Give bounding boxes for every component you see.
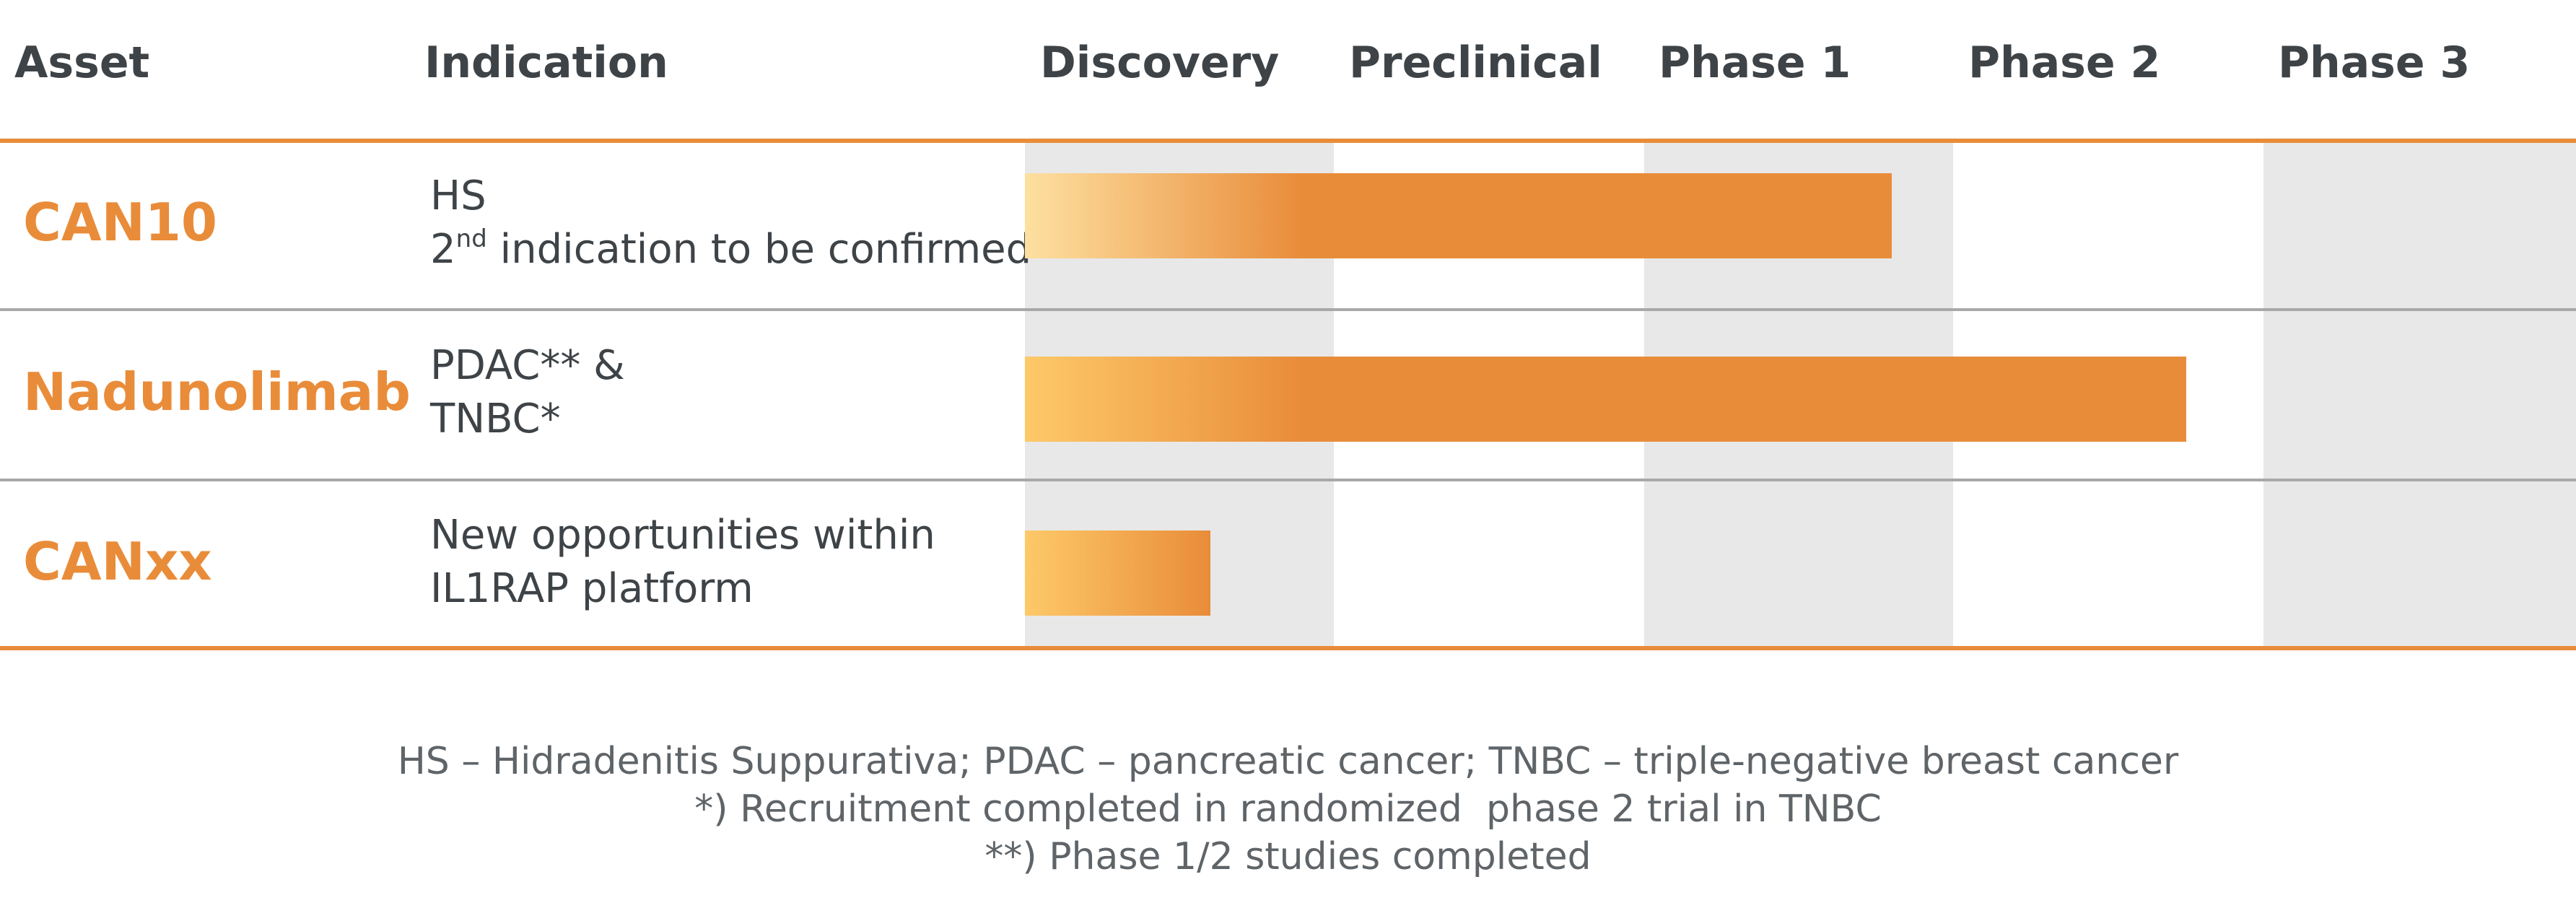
indication-text: HS 2nd indication to be confirmed [430, 170, 1031, 276]
table-bottom-divider [0, 646, 2576, 650]
row-divider [0, 308, 2576, 311]
indication-ordinal-suffix: nd [455, 224, 487, 253]
indication-text: PDAC** & TNBC* [430, 339, 625, 446]
footnotes: HS – Hidradenitis Suppurativa; PDAC – pa… [0, 738, 2576, 881]
header-phase1: Phase 1 [1659, 38, 1851, 88]
indication-line: IL1RAP platform [430, 565, 754, 612]
progress-bar-nadunolimab [1025, 357, 2186, 442]
header-divider [0, 139, 2576, 143]
indication-line: TNBC* [430, 396, 561, 442]
header-phase3: Phase 3 [2278, 38, 2471, 88]
indication-line: PDAC** & [430, 342, 625, 389]
asset-name: CANxx [23, 531, 212, 592]
progress-bar-canxx [1025, 531, 1210, 616]
footnote-single-asterisk: *) Recruitment completed in randomized p… [694, 787, 1882, 831]
header-discovery: Discovery [1040, 38, 1280, 88]
footnote-abbreviations: HS – Hidradenitis Suppurativa; PDAC – pa… [397, 740, 2179, 783]
header-indication: Indication [424, 38, 668, 88]
header-preclinical: Preclinical [1349, 38, 1602, 88]
indication-ordinal-number: 2 [430, 226, 456, 273]
indication-text: New opportunities within IL1RAP platform [430, 509, 935, 616]
row-divider [0, 479, 2576, 481]
progress-bar-can10 [1025, 173, 1892, 258]
indication-line: HS [430, 173, 486, 219]
phase3-column-shade [2263, 142, 2576, 647]
header-asset: Asset [14, 38, 150, 88]
asset-name: Nadunolimab [23, 362, 411, 422]
footnote-double-asterisk: **) Phase 1/2 studies completed [984, 835, 1592, 878]
indication-line: New opportunities within [430, 512, 935, 559]
indication-line: 2nd indication to be confirmed [430, 223, 1031, 276]
header-phase2: Phase 2 [1968, 38, 2161, 88]
indication-line-rest: indication to be confirmed [486, 226, 1032, 273]
asset-name: CAN10 [23, 192, 218, 253]
